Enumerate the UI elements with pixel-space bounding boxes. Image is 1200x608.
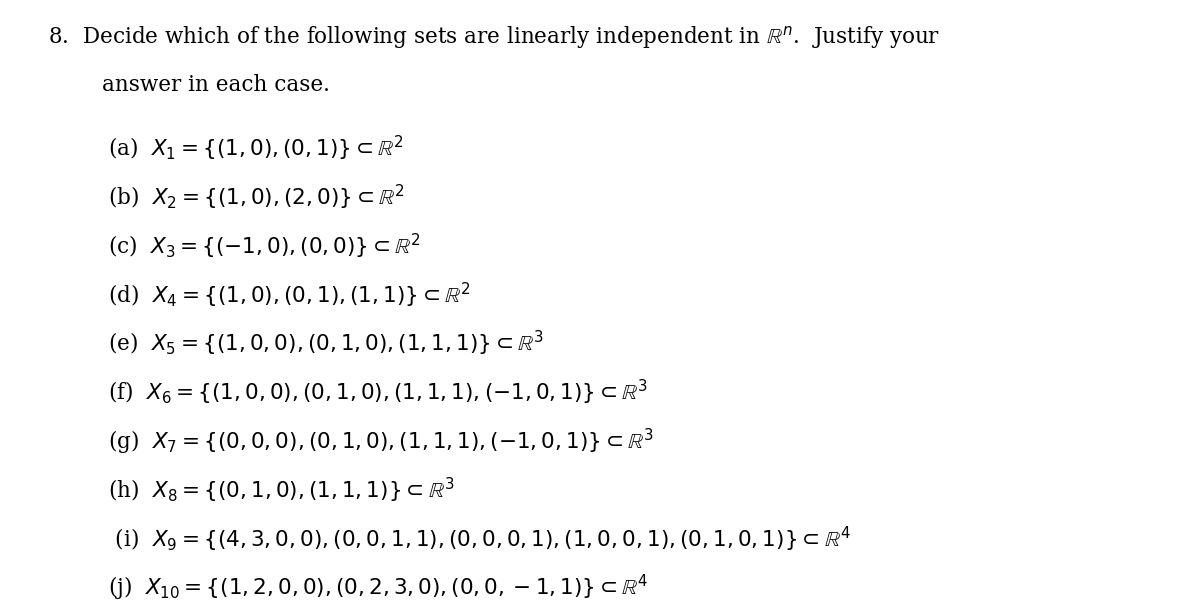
Text: (i)  $X_9 = \{(4,3,0,0),(0,0,1,1),(0,0,0,1),(1,0,0,1),(0,1,0,1)\} \subset \mathb: (i) $X_9 = \{(4,3,0,0),(0,0,1,1),(0,0,0,… (108, 524, 851, 553)
Text: (f)  $X_6 = \{(1,0,0),(0,1,0),(1,1,1),(-1,0,1)\} \subset \mathbb{R}^3$: (f) $X_6 = \{(1,0,0),(0,1,0),(1,1,1),(-1… (108, 378, 648, 407)
Text: (a)  $X_1 = \{(1,0),(0,1)\} \subset \mathbb{R}^2$: (a) $X_1 = \{(1,0),(0,1)\} \subset \math… (108, 134, 404, 163)
Text: 8.  Decide which of the following sets are linearly independent in $\mathbb{R}^n: 8. Decide which of the following sets ar… (48, 24, 941, 50)
Text: (h)  $X_8 = \{(0,1,0),(1,1,1)\} \subset \mathbb{R}^3$: (h) $X_8 = \{(0,1,0),(1,1,1)\} \subset \… (108, 475, 455, 505)
Text: answer in each case.: answer in each case. (102, 74, 330, 97)
Text: (e)  $X_5 = \{(1,0,0),(0,1,0),(1,1,1)\} \subset \mathbb{R}^3$: (e) $X_5 = \{(1,0,0),(0,1,0),(1,1,1)\} \… (108, 329, 544, 358)
Text: (b)  $X_2 = \{(1,0),(2,0)\} \subset \mathbb{R}^2$: (b) $X_2 = \{(1,0),(2,0)\} \subset \math… (108, 182, 404, 212)
Text: (d)  $X_4 = \{(1,0),(0,1),(1,1)\} \subset \mathbb{R}^2$: (d) $X_4 = \{(1,0),(0,1),(1,1)\} \subset… (108, 280, 470, 309)
Text: (g)  $X_7 = \{(0,0,0),(0,1,0),(1,1,1),(-1,0,1)\} \subset \mathbb{R}^3$: (g) $X_7 = \{(0,0,0),(0,1,0),(1,1,1),(-1… (108, 427, 654, 457)
Text: (j)  $X_{10} = \{(1,2,0,0),(0,2,3,0),(0,0,-1,1)\} \subset \mathbb{R}^4$: (j) $X_{10} = \{(1,2,0,0),(0,2,3,0),(0,0… (108, 573, 648, 603)
Text: (c)  $X_3 = \{(-1,0),(0,0)\} \subset \mathbb{R}^2$: (c) $X_3 = \{(-1,0),(0,0)\} \subset \mat… (108, 232, 421, 261)
